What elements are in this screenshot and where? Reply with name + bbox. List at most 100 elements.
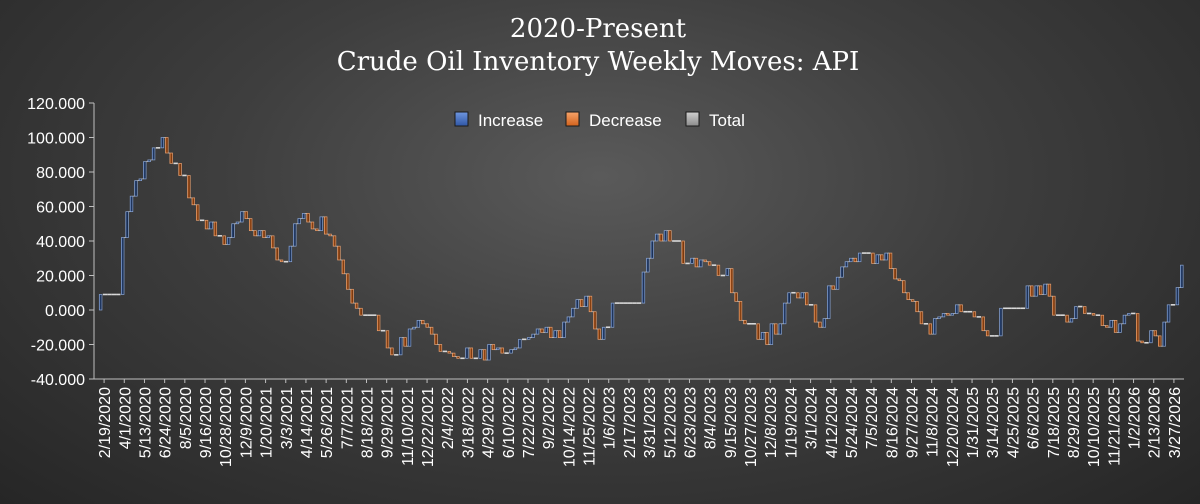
decrease-bar xyxy=(1091,313,1096,316)
increase-bar xyxy=(950,313,954,316)
connectors-group xyxy=(102,137,1181,361)
increase-bar xyxy=(769,323,774,345)
increase-bar xyxy=(822,318,827,328)
decrease-bar xyxy=(871,252,875,264)
y-tick-label: -40.000 xyxy=(31,372,85,389)
x-tick-label: 8/5/2020 xyxy=(178,387,195,449)
increase-bar xyxy=(778,323,782,335)
increase-bar xyxy=(571,307,575,318)
increase-bar xyxy=(999,307,1003,337)
increase-bar xyxy=(407,328,412,347)
decrease-bar xyxy=(734,292,738,302)
x-tick-label: 9/27/2024 xyxy=(905,387,922,458)
increase-bar xyxy=(231,223,235,238)
decrease-bar xyxy=(1065,314,1069,323)
x-tick-label: 4/1/2020 xyxy=(117,387,134,449)
decrease-bar xyxy=(902,280,906,294)
decrease-bar xyxy=(337,245,341,261)
x-tick-label: 10/10/2025 xyxy=(1086,387,1103,467)
decrease-bar xyxy=(588,295,593,313)
x-tick-label: 7/22/2022 xyxy=(521,387,538,458)
decrease-bar xyxy=(332,235,337,247)
decrease-bar xyxy=(191,197,195,206)
increase-bar xyxy=(782,302,787,325)
increase-bar xyxy=(297,218,301,225)
y-tick-label: 100.000 xyxy=(27,131,85,148)
decrease-bar xyxy=(500,347,504,354)
x-tick-label: 6/10/2022 xyxy=(501,387,518,458)
x-tick-label: 9/15/2023 xyxy=(723,387,740,458)
decrease-bar xyxy=(1105,325,1109,328)
decrease-bar xyxy=(165,137,169,154)
decrease-bar xyxy=(915,301,919,313)
decrease-bar xyxy=(169,152,173,164)
x-tick-label: 6/23/2023 xyxy=(682,387,699,458)
increase-bar xyxy=(760,332,765,340)
chart-title-line2: Crude Oil Inventory Weekly Moves: API xyxy=(337,47,860,77)
decrease-bar xyxy=(341,259,346,275)
decrease-bar xyxy=(549,326,553,338)
decrease-bar xyxy=(729,268,734,294)
x-tick-label: 4/12/2024 xyxy=(824,387,841,458)
decrease-bar xyxy=(438,344,443,352)
y-axis: -40.000 -20.000 0.000 20.000 40.000 60.000 80.… xyxy=(27,96,94,389)
x-tick-label: 9/2/2022 xyxy=(541,387,558,449)
increase-bar xyxy=(478,349,482,359)
decrease-bar xyxy=(919,311,924,325)
x-tick-label: 11/21/2025 xyxy=(1106,387,1123,466)
increase-bar xyxy=(151,147,156,161)
decrease-bar xyxy=(385,330,390,349)
increase-bar xyxy=(1162,321,1166,347)
increase-bar xyxy=(513,347,518,351)
y-tick-label: 80.000 xyxy=(36,165,85,182)
x-tick-label: 7/7/2021 xyxy=(339,387,356,449)
increase-bar xyxy=(1149,330,1153,344)
x-tick-label: 1/2/2026 xyxy=(1127,387,1144,449)
decrease-bar xyxy=(244,211,248,219)
decrease-bar xyxy=(831,285,835,290)
decrease-bar xyxy=(756,323,760,340)
increase-bar xyxy=(602,326,606,340)
increase-bar xyxy=(827,285,831,319)
x-axis: 2/19/2020 4/1/2020 5/13/2020 6/24/2020 8/5/2… xyxy=(97,379,1184,467)
increase-bar xyxy=(787,292,791,304)
decrease-bar xyxy=(196,204,200,221)
legend-label-increase: Increase xyxy=(478,111,543,130)
decrease-bar xyxy=(447,351,451,354)
increase-bar xyxy=(535,328,540,335)
chart-title-line1: 2020-Present xyxy=(510,14,687,44)
increase-bar xyxy=(487,344,491,361)
increase-bar xyxy=(98,294,103,311)
decrease-bar xyxy=(262,230,266,238)
decrease-bar xyxy=(279,259,284,263)
increase-bar xyxy=(575,299,579,309)
decrease-bar xyxy=(222,235,226,245)
decrease-bar xyxy=(425,323,429,328)
x-tick-label: 3/3/2021 xyxy=(279,387,296,449)
x-tick-label: 5/26/2021 xyxy=(319,387,336,458)
y-tick-label: 40.000 xyxy=(36,234,85,251)
increase-bar xyxy=(553,330,557,338)
x-tick-label: 1/31/2025 xyxy=(965,387,982,458)
increase-bar xyxy=(121,237,125,295)
legend-swatch-decrease xyxy=(565,111,580,127)
x-tick-label: 11/8/2024 xyxy=(925,387,942,457)
increase-bar xyxy=(584,295,588,307)
decrease-bar xyxy=(743,320,747,325)
increase-bar xyxy=(690,257,694,264)
decrease-bar xyxy=(491,344,496,351)
increase-bar xyxy=(1074,306,1078,319)
decrease-bar xyxy=(597,328,601,340)
decrease-bar xyxy=(1038,285,1043,295)
x-tick-label: 10/14/2022 xyxy=(561,387,578,467)
increase-bar xyxy=(319,216,323,232)
decrease-bar xyxy=(421,320,425,325)
x-tick-label: 3/27/2026 xyxy=(1167,387,1184,458)
decrease-bar xyxy=(451,352,456,357)
y-tick-label: 60.000 xyxy=(36,200,85,217)
increase-bar xyxy=(562,321,566,338)
decrease-bar xyxy=(429,326,434,335)
increase-bar xyxy=(1127,313,1131,316)
increase-bar xyxy=(654,233,659,242)
